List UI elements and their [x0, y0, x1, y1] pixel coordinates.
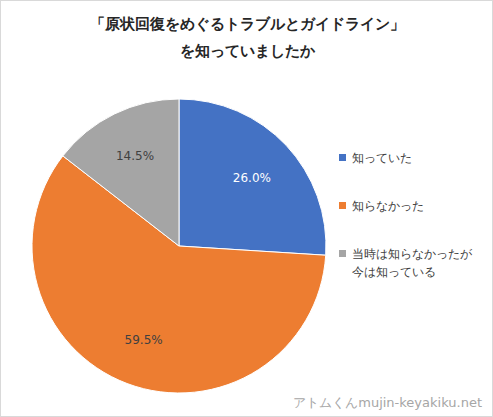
- html-text:知っていた: 知っていた: [352, 151, 412, 165]
- html-text:アトムくんmujin-keyakiku.net: アトムくんmujin-keyakiku.net: [293, 395, 482, 410]
- svg-text:14.5%: 14.5%: [116, 149, 154, 163]
- svg-text:26.0%: 26.0%: [233, 171, 271, 185]
- html-text:知らなかった: 知らなかった: [352, 199, 424, 213]
- html-text:当時は知らなかったが今は知っている: 当時は知らなかったが今は知っている: [352, 247, 472, 279]
- svg-text:59.5%: 59.5%: [125, 333, 163, 347]
- html-text:を知っていましたか: を知っていましたか: [180, 42, 315, 60]
- html-text:「原状回復をめぐるトラブルとガイドライン」: 「原状回復をめぐるトラブルとガイドライン」: [90, 15, 405, 33]
